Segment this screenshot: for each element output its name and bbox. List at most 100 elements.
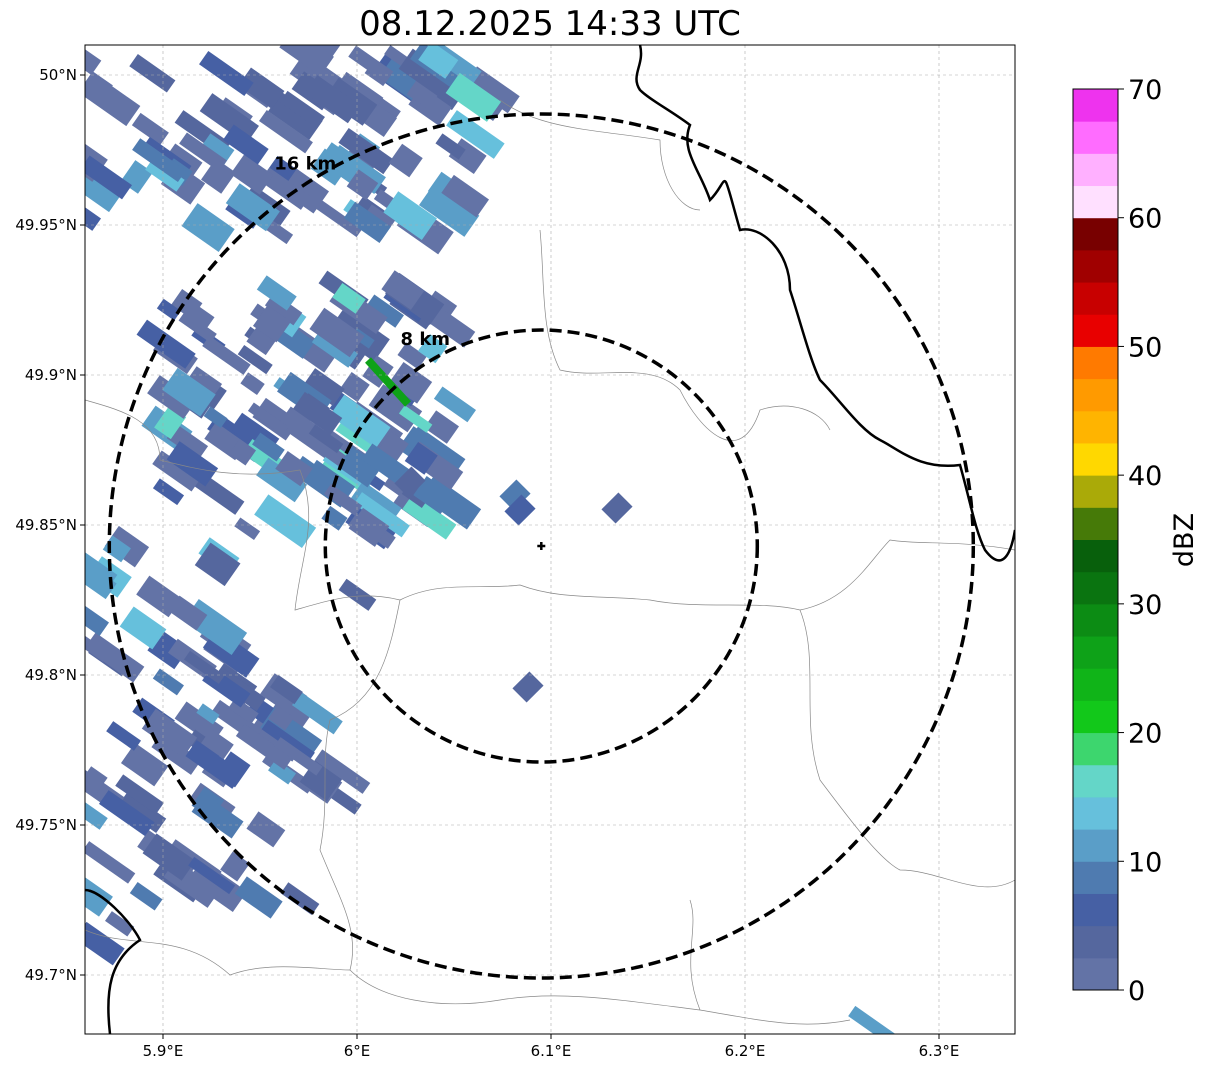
echo-cell — [512, 671, 544, 703]
echo-cell — [225, 183, 280, 232]
echo-cell — [397, 342, 427, 370]
echo-cell — [201, 158, 236, 194]
echo-cell — [261, 719, 315, 763]
lat-tick-label: 49.85°N — [15, 516, 77, 534]
echo-cell — [181, 203, 235, 252]
echo-cell — [418, 183, 480, 237]
plot-frame — [84, 44, 1016, 1035]
echo-cell — [346, 169, 379, 201]
echo-cell — [147, 375, 197, 419]
echo-cell — [388, 143, 423, 178]
echo-cell — [98, 790, 155, 837]
echo-cell — [413, 476, 454, 515]
echo-cell — [279, 90, 325, 129]
echo-cell — [85, 869, 113, 917]
echo-cell — [166, 441, 219, 487]
echo-cell — [339, 71, 384, 108]
echo-cell — [115, 774, 164, 815]
colorbar-bin — [1073, 603, 1118, 637]
axes: 5.9°E 6°E 6.1°E 6.2°E 6.3°E 50°N 49.95°N 49.9°N… — [15, 66, 959, 1060]
echo-cell — [162, 367, 216, 417]
echo-cell — [196, 703, 220, 725]
lat-tick-label: 49.7°N — [25, 966, 77, 984]
echo-cell — [381, 270, 425, 310]
echo-cell — [222, 124, 269, 165]
echo-cell — [441, 174, 490, 218]
echo-cell — [323, 483, 363, 516]
range-rings: 8 km 16 km — [107, 112, 976, 980]
colorbar-bin — [1073, 121, 1118, 154]
lat-tick-label: 49.95°N — [15, 216, 77, 234]
colorbar-bin — [1073, 442, 1118, 476]
echo-cell — [310, 148, 350, 186]
echo-cell — [278, 406, 311, 439]
echo-cell — [202, 335, 251, 375]
echo-cell — [199, 93, 259, 144]
echo-cell — [238, 67, 285, 109]
echo-cell — [259, 109, 313, 154]
colorbar-bin — [1073, 507, 1118, 540]
colorbar-tick-label: 30 — [1128, 590, 1162, 621]
echo-cell — [404, 441, 438, 475]
radar-echoes — [85, 45, 901, 1034]
colorbar: 0 10 20 30 40 50 60 70 dBZ — [1072, 75, 1200, 1007]
colorbar-tick-label: 0 — [1128, 976, 1145, 1007]
echo-cell — [321, 505, 348, 531]
echo-cell — [427, 305, 476, 348]
echo-cell — [152, 668, 184, 696]
lon-tick-label: 6.3°E — [919, 1042, 960, 1060]
echo-cell — [303, 368, 345, 406]
echo-cell — [136, 575, 182, 618]
echo-cell — [246, 323, 279, 356]
colorbar-bin — [1073, 539, 1118, 573]
echo-cell — [308, 424, 344, 454]
echo-cell — [361, 443, 410, 486]
colorbar-bin — [1073, 249, 1118, 283]
echo-cell — [423, 410, 459, 444]
admin-boundary — [319, 599, 851, 1025]
range-ring-8km — [323, 328, 760, 764]
lat-tick-label: 49.8°N — [25, 666, 77, 684]
echo-cell — [394, 466, 426, 498]
echo-cell — [601, 492, 633, 524]
colorbar-bin — [1073, 475, 1118, 508]
colorbar-bin — [1073, 764, 1118, 798]
echo-cell — [435, 133, 466, 160]
colorbar-bin — [1073, 668, 1118, 701]
echo-cell — [183, 650, 225, 684]
echo-cell — [398, 48, 454, 97]
echo-cell — [848, 1005, 901, 1034]
colorbar-bin — [1073, 861, 1118, 894]
echo-cell — [268, 759, 297, 785]
echo-cell — [365, 294, 404, 328]
echo-cell — [186, 366, 223, 399]
echo-cell — [402, 494, 457, 540]
echo-cell — [329, 394, 391, 449]
echo-cell — [168, 595, 208, 631]
colorbar-frame — [1072, 88, 1119, 991]
colorbar-bin — [1073, 700, 1118, 734]
echo-cell — [499, 479, 531, 511]
echo-cell — [205, 803, 244, 839]
colorbar-bin — [1073, 957, 1118, 991]
lat-tick-label: 49.75°N — [15, 816, 77, 834]
echo-cell — [240, 372, 265, 396]
colorbar-tick-label: 70 — [1128, 75, 1162, 106]
colorbar-tick-label: 60 — [1128, 204, 1162, 235]
echo-cell — [338, 578, 377, 611]
colorbar-tick-label: 20 — [1128, 719, 1162, 750]
echo-cell — [433, 386, 477, 423]
echo-cell — [152, 450, 202, 492]
echo-cell — [237, 344, 273, 375]
plot-title: 08.12.2025 14:33 UTC — [359, 4, 741, 44]
echo-cell — [398, 405, 433, 433]
colorbar-bin — [1073, 378, 1118, 412]
echo-cell — [339, 372, 370, 403]
lat-tick-label: 50°N — [39, 66, 77, 84]
echo-cell — [85, 47, 102, 75]
echo-cell — [445, 72, 502, 122]
echo-cell — [85, 155, 132, 200]
echo-cell — [275, 450, 313, 487]
echo-cell — [220, 851, 250, 882]
echo-cell — [142, 833, 196, 881]
